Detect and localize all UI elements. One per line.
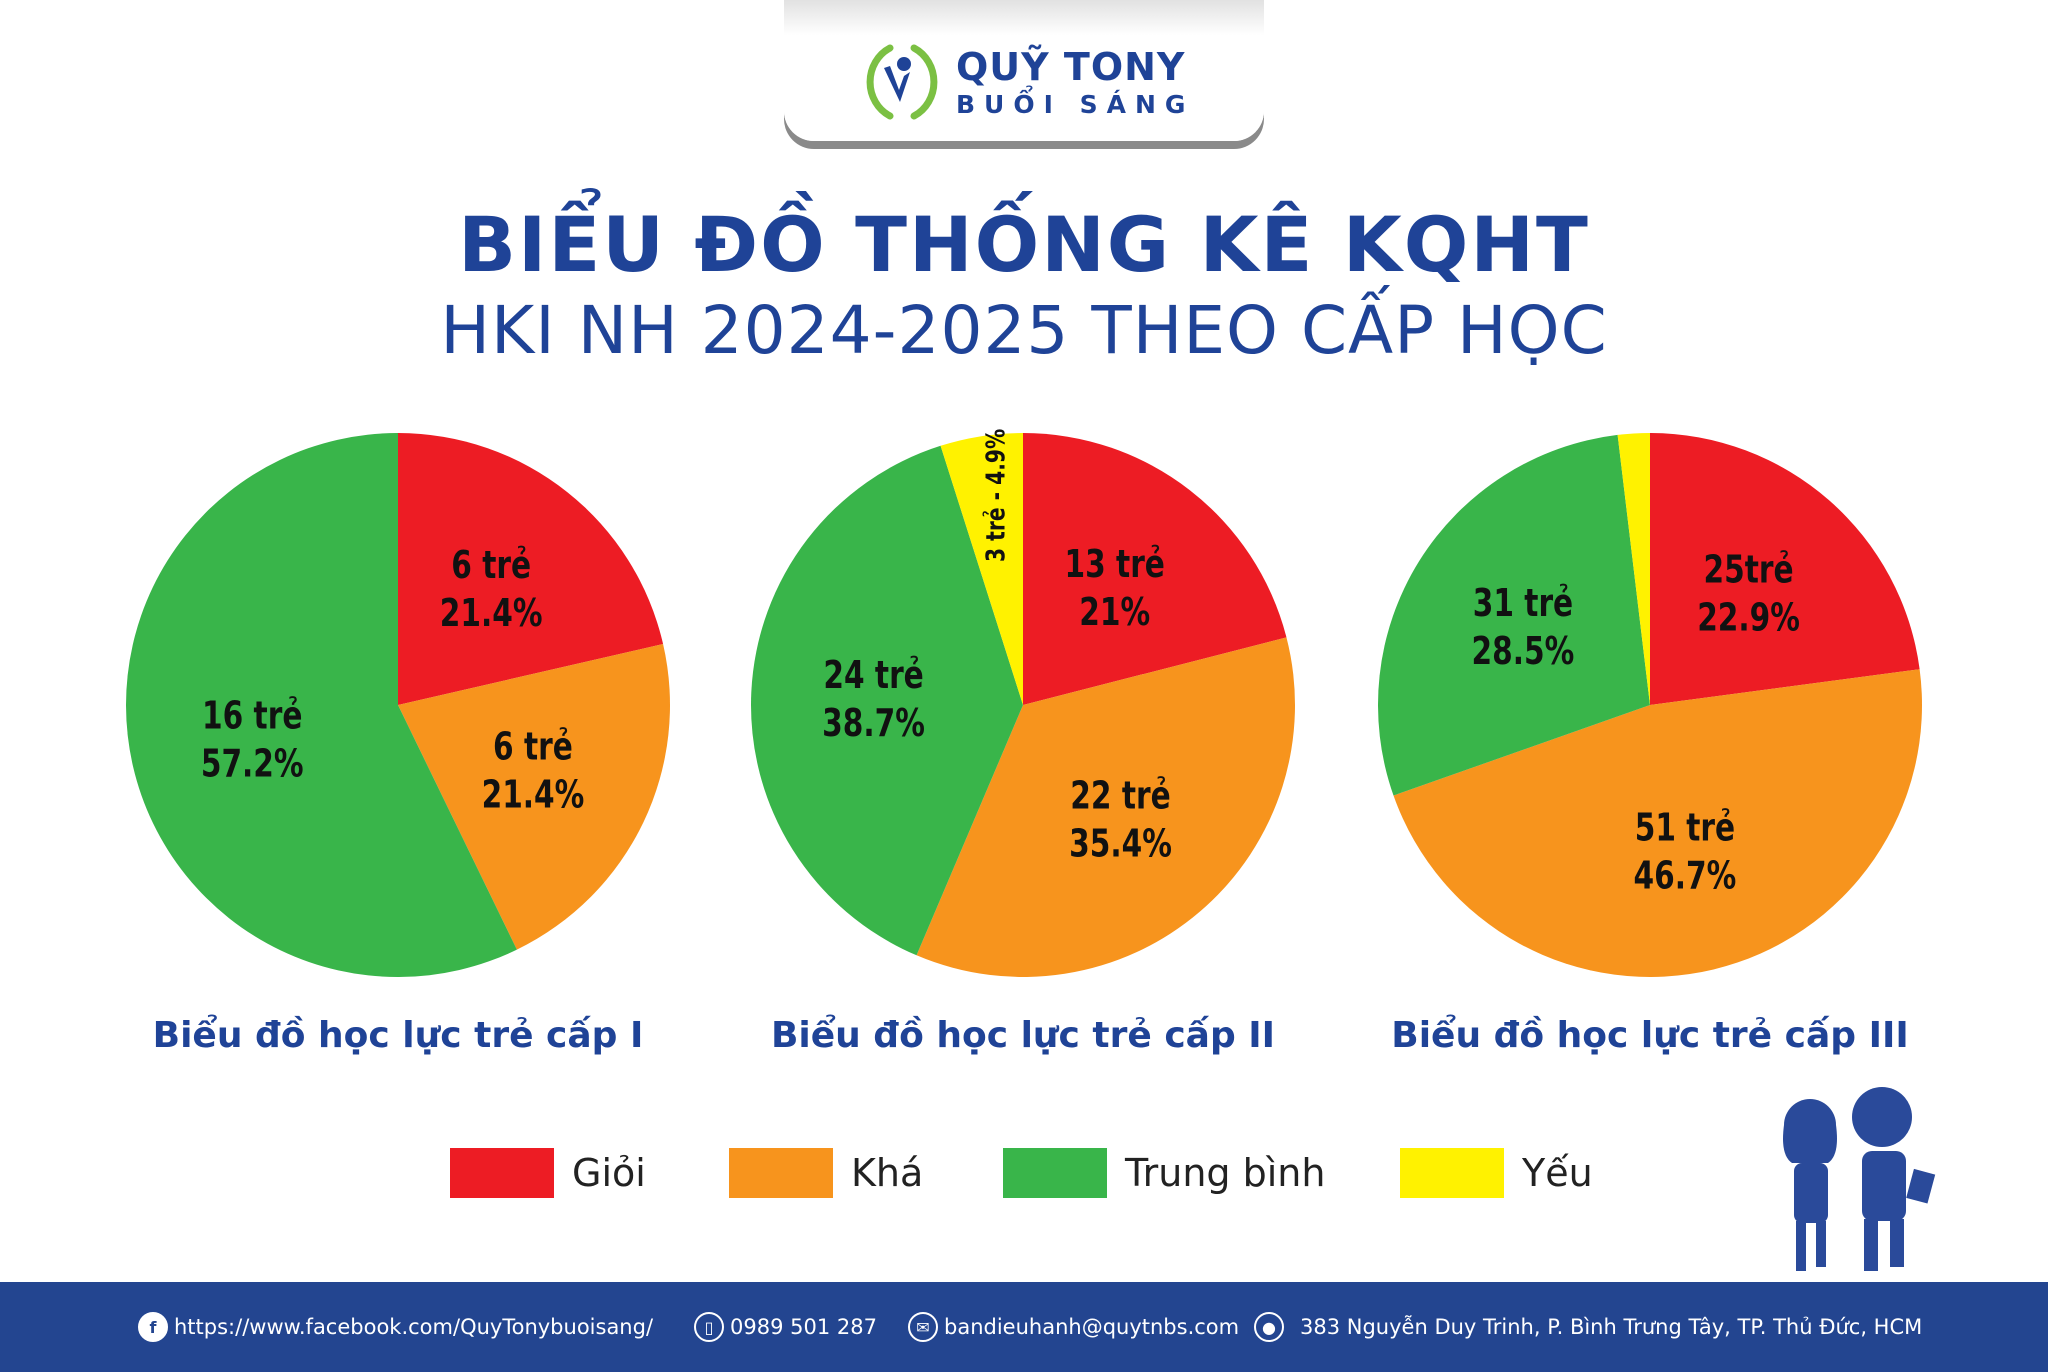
chart-caption-3: Biểu đồ học lực trẻ cấp III <box>1391 1015 1909 1056</box>
children-illustration <box>1783 1087 1936 1271</box>
legend-item-gioi: Giỏi <box>450 1148 646 1198</box>
legend-swatch <box>1400 1148 1504 1198</box>
pie-label-2-0: 21% <box>1079 590 1150 635</box>
legend-swatch <box>729 1148 833 1198</box>
brand-line2: BUỔI SÁNG <box>956 89 1195 119</box>
legend-item-trung-binh: Trung bình <box>1003 1148 1325 1198</box>
pie-label-3-2: 31 trẻ <box>1473 581 1573 626</box>
page-subtitle: HKI NH 2024-2025 THEO CẤP HỌC <box>440 292 1608 369</box>
legend-label: Khá <box>851 1151 924 1195</box>
logo-tab <box>784 0 1264 141</box>
pie-label-3-0: 25trẻ <box>1704 548 1794 593</box>
legend-label: Giỏi <box>572 1151 646 1195</box>
pie-slice-2-2 <box>751 445 1023 956</box>
pie-label-2-2: 24 trẻ <box>823 653 923 698</box>
brand-line1: QUỸ TONY <box>956 44 1186 89</box>
pie-label-1-1: 21.4% <box>482 773 585 818</box>
legend-item-kha: Khá <box>729 1148 923 1198</box>
pie-slice-2-3 <box>940 433 1023 705</box>
pie-label-3-1: 51 trẻ <box>1635 806 1735 851</box>
legend-item-yeu: Yếu <box>1400 1148 1593 1198</box>
pie-label-3-1: 46.7% <box>1634 854 1737 899</box>
logo-mark-icon <box>866 44 938 120</box>
pie-label-2-1: 35.4% <box>1069 822 1172 867</box>
facebook-icon: f <box>138 1312 168 1342</box>
pie-label-2-2: 38.7% <box>822 701 925 746</box>
pie-slice-2-0 <box>1023 433 1287 705</box>
legend-swatch <box>450 1148 554 1198</box>
pie-slice-1-1 <box>398 643 670 950</box>
pie-label-1-0: 6 trẻ <box>451 543 531 588</box>
phone-number[interactable]: 0989 501 287 <box>730 1315 877 1339</box>
facebook-link[interactable]: https://www.facebook.com/QuyTonybuoisang… <box>174 1315 654 1339</box>
pie-label-1-2: 16 trẻ <box>202 694 302 739</box>
pie-label-1-2: 57.2% <box>201 742 304 787</box>
pie-slice-3-3 <box>1617 433 1650 705</box>
pie-label-1-1: 6 trẻ <box>493 725 573 770</box>
pie-label-3-0: 22.9% <box>1697 596 1800 641</box>
pie-label-2-0: 13 trẻ <box>1064 542 1164 587</box>
location-pin-icon: ● <box>1254 1312 1284 1342</box>
legend-label: Trung bình <box>1125 1151 1326 1195</box>
logo: QUỸ TONY BUỔI SÁNG <box>862 40 1194 124</box>
chart-caption-1: Biểu đồ học lực trẻ cấp I <box>152 1015 644 1056</box>
phone-icon: ▯ <box>694 1312 724 1342</box>
pie-slice-3-2 <box>1378 434 1650 796</box>
email-link[interactable]: bandieuhanh@quytnbs.com <box>944 1315 1240 1339</box>
pie-slice-2-1 <box>916 637 1295 977</box>
legend-label: Yếu <box>1522 1151 1593 1195</box>
address: 383 Nguyễn Duy Trinh, P. Bình Trưng Tây,… <box>1300 1315 1923 1339</box>
footer: f https://www.facebook.com/QuyTonybuoisan… <box>0 1282 2048 1372</box>
pie-slice-3-0 <box>1650 433 1920 705</box>
pie-label-2-3: 3 trẻ - 4.9% <box>981 429 1011 562</box>
email-icon: ✉ <box>908 1312 938 1342</box>
page-title: BIỂU ĐỒ THỐNG KÊ KQHT <box>458 200 1590 289</box>
pie-slice-1-2 <box>126 433 517 977</box>
pie-slice-3-1 <box>1393 669 1922 977</box>
chart-caption-2: Biểu đồ học lực trẻ cấp II <box>770 1015 1276 1056</box>
pie-label-3-2: 28.5% <box>1472 629 1575 674</box>
legend-swatch <box>1003 1148 1107 1198</box>
pie-slice-1-0 <box>398 433 664 705</box>
pie-label-2-1: 22 trẻ <box>1070 774 1170 819</box>
pie-label-1-0: 21.4% <box>440 591 543 636</box>
